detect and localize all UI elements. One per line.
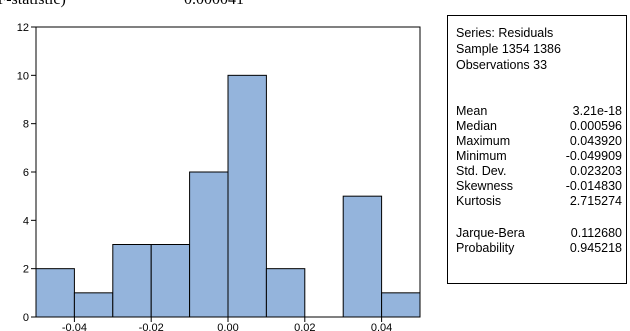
stat-label: Minimum xyxy=(456,149,507,163)
x-tick-label: 0.02 xyxy=(294,322,315,331)
stat-row: Minimum -0.049909 xyxy=(456,149,622,164)
y-tick-label: 6 xyxy=(23,167,29,179)
stat-label: Kurtosis xyxy=(456,194,502,208)
stat-value: 0.043920 xyxy=(569,134,622,148)
stat-row: Std. Dev. 0.023203 xyxy=(456,164,622,179)
stat-row: Maximum 0.043920 xyxy=(456,134,622,149)
y-tick-label: 12 xyxy=(17,22,29,34)
stat-value: -0.014830 xyxy=(565,179,622,193)
histogram-bar xyxy=(189,171,229,318)
stat-row: Jarque-Bera 0.112680 xyxy=(456,226,622,241)
stat-value: 0.023203 xyxy=(569,164,622,178)
stat-row: Probability 0.945218 xyxy=(456,241,622,256)
series-name: Series: Residuals xyxy=(456,26,554,40)
header-fragment-label: (F-statistic) xyxy=(0,0,66,9)
histogram-bar xyxy=(73,292,114,318)
histogram-bar xyxy=(35,268,75,318)
stat-label: Jarque-Bera xyxy=(456,226,525,240)
stat-value: 0.112680 xyxy=(570,226,622,240)
y-tick-label: 0 xyxy=(23,312,29,324)
descriptive-stats-panel: Series: Residuals Sample 1354 1386 Obser… xyxy=(447,15,627,284)
truncated-header: (F-statistic) 0.000041 xyxy=(0,0,360,9)
stat-label: Maximum xyxy=(456,134,511,148)
stat-label: Median xyxy=(456,119,497,133)
histogram-bar xyxy=(227,74,267,318)
stats-header: Series: Residuals Sample 1354 1386 Obser… xyxy=(456,25,561,73)
stat-label: Mean xyxy=(456,104,488,118)
header-fragment-value: 0.000041 xyxy=(184,0,244,9)
stat-value: 3.21e-18 xyxy=(572,104,622,118)
sample-range: Sample 1354 1386 xyxy=(456,42,561,56)
stat-row: Skewness -0.014830 xyxy=(456,179,622,194)
x-tick-label: 0.04 xyxy=(371,322,392,331)
stat-value: 0.000596 xyxy=(569,119,622,133)
y-tick-label: 2 xyxy=(23,264,29,276)
observations-count: Observations 33 xyxy=(456,58,548,72)
stat-label: Probability xyxy=(456,241,515,255)
histogram-bar xyxy=(381,292,421,318)
histogram-bar xyxy=(265,268,306,318)
y-tick-label: 10 xyxy=(17,70,29,82)
histogram-chart: 0 2 4 6 8 10 12 -0.04 -0.02 0.00 0.02 0.04 xyxy=(17,22,421,331)
stat-row: Median 0.000596 xyxy=(456,119,622,134)
y-tick-label: 4 xyxy=(23,215,29,227)
stat-row: Kurtosis 2.715274 xyxy=(456,194,622,209)
stat-value: -0.049909 xyxy=(565,149,622,163)
x-tick-label: -0.02 xyxy=(139,322,164,331)
histogram-bar xyxy=(112,244,152,318)
stat-label: Skewness xyxy=(456,179,513,193)
histogram-bar xyxy=(150,244,191,318)
stat-value: 2.715274 xyxy=(569,194,622,208)
histogram-bar xyxy=(342,195,383,318)
y-tick-label: 8 xyxy=(23,119,29,131)
x-tick-label: 0.00 xyxy=(217,322,238,331)
stat-value: 0.945218 xyxy=(569,241,622,255)
x-tick-label: -0.04 xyxy=(62,322,87,331)
stat-label: Std. Dev. xyxy=(456,164,507,178)
stat-row: Mean 3.21e-18 xyxy=(456,104,622,119)
